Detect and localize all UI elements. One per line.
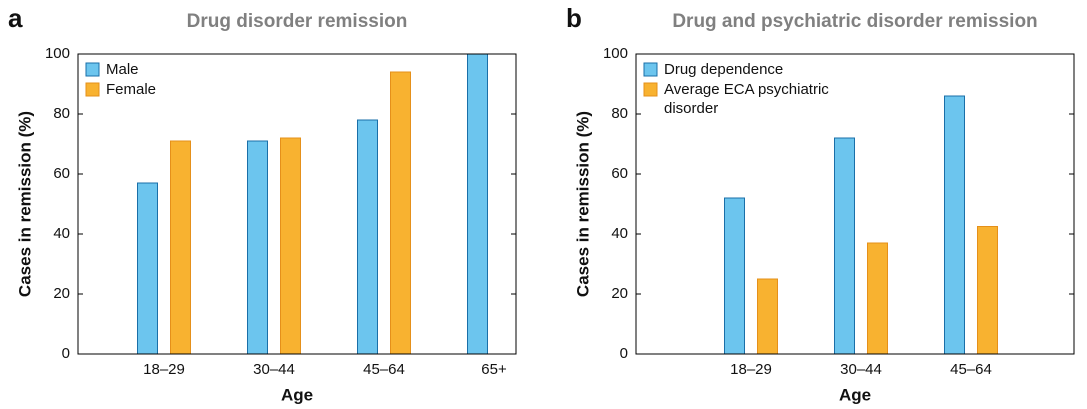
y-axis-label: Cases in remission (%) <box>573 111 592 297</box>
y-tick-label: 80 <box>53 105 70 122</box>
legend-entry: Female <box>106 81 157 98</box>
legend-entry: Drug dependence <box>664 61 784 78</box>
x-axis-label: Age <box>281 385 313 404</box>
panel-label: a <box>8 3 23 33</box>
legend-entry: Male <box>106 61 139 78</box>
legend-label: Drug dependence <box>664 61 784 78</box>
bar <box>757 278 778 355</box>
legend-label: Female <box>106 81 157 98</box>
bar <box>137 182 158 355</box>
bar <box>247 140 268 355</box>
bar <box>867 242 888 355</box>
bar <box>390 71 411 355</box>
y-tick-label: 0 <box>620 345 628 362</box>
legend-swatch <box>643 62 658 77</box>
y-tick-label: 40 <box>53 225 70 242</box>
bar <box>977 226 998 355</box>
x-tick-label: 18–29 <box>143 361 185 378</box>
legend-label: Male <box>106 61 139 78</box>
y-tick-label: 20 <box>611 285 628 302</box>
y-tick-label: 100 <box>603 45 628 62</box>
y-tick-label: 60 <box>611 165 628 182</box>
chart-title: Drug and psychiatric disorder remission <box>672 11 1037 32</box>
y-tick-label: 100 <box>45 45 70 62</box>
panel-label: b <box>566 3 582 33</box>
chart-title: Drug disorder remission <box>187 11 408 32</box>
y-tick-label: 80 <box>611 105 628 122</box>
legend-swatch <box>643 82 658 97</box>
x-tick-label: 18–29 <box>730 361 772 378</box>
y-tick-label: 20 <box>53 285 70 302</box>
y-tick-label: 40 <box>611 225 628 242</box>
legend-label: Average ECA psychiatric disorder <box>664 81 829 117</box>
x-axis-label: Age <box>839 385 871 404</box>
bar <box>357 119 378 355</box>
plot-frame <box>77 53 517 355</box>
y-tick-label: 0 <box>62 345 70 362</box>
y-axis-label: Cases in remission (%) <box>15 111 34 297</box>
x-tick-label: 45–64 <box>950 361 992 378</box>
legend-swatch <box>85 82 100 97</box>
legend-swatch <box>85 62 100 77</box>
bar <box>467 53 488 355</box>
bar <box>280 137 301 355</box>
plot-frame <box>635 53 1075 355</box>
bar <box>834 137 855 355</box>
x-tick-label: 65+ <box>481 361 507 378</box>
bar <box>724 197 745 355</box>
bar <box>944 95 965 355</box>
x-tick-label: 45–64 <box>363 361 405 378</box>
x-tick-label: 30–44 <box>840 361 882 378</box>
bar <box>170 140 191 355</box>
x-tick-label: 30–44 <box>253 361 295 378</box>
legend-entry: Average ECA psychiatric disorder <box>664 81 829 117</box>
y-tick-label: 60 <box>53 165 70 182</box>
